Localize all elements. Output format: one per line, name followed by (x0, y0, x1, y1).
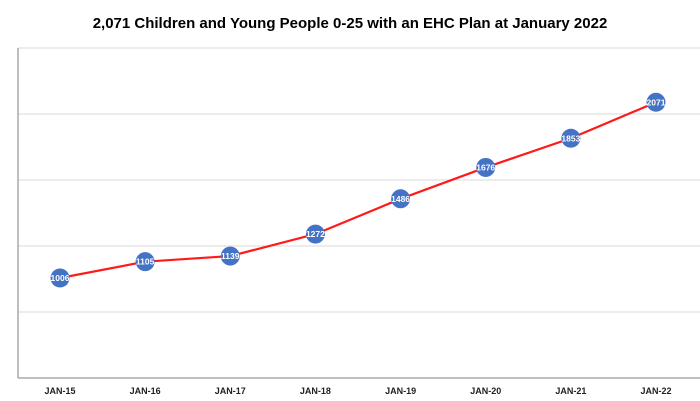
data-point (646, 92, 666, 112)
data-label: 1486 (391, 194, 410, 204)
series-line (59, 101, 657, 280)
data-point (50, 268, 70, 288)
data-point (476, 157, 496, 177)
data-point (391, 189, 411, 209)
x-tick-label: JAN-21 (555, 386, 586, 396)
data-label: 1676 (476, 162, 495, 172)
chart-title: 2,071 Children and Young People 0-25 wit… (93, 15, 608, 32)
x-tick-label: JAN-22 (640, 386, 671, 396)
series-0: 1006 1105 1139 1272 1486 1676 1853 2071 (50, 92, 666, 288)
x-tick-label: JAN-18 (300, 386, 331, 396)
data-label: 1139 (221, 251, 240, 261)
x-tick-labels: JAN-15 JAN-16 JAN-17 JAN-18 JAN-19 JAN-20 JAN-… (44, 386, 671, 396)
data-point (220, 246, 240, 266)
data-label: 1105 (136, 257, 155, 267)
x-tick-label: JAN-20 (470, 386, 501, 396)
data-label: 1272 (306, 229, 325, 239)
data-label: 1006 (51, 273, 70, 283)
x-tick-label: JAN-15 (44, 386, 75, 396)
x-axis (17, 48, 700, 379)
data-label: 1853 (561, 133, 580, 143)
x-tick-label: JAN-19 (385, 386, 416, 396)
data-point (561, 128, 581, 148)
data-point (135, 252, 155, 272)
data-label: 2071 (647, 97, 666, 107)
x-tick-label: JAN-16 (130, 386, 161, 396)
gridlines (18, 47, 700, 379)
data-point (305, 224, 325, 244)
x-tick-label: JAN-17 (215, 386, 246, 396)
